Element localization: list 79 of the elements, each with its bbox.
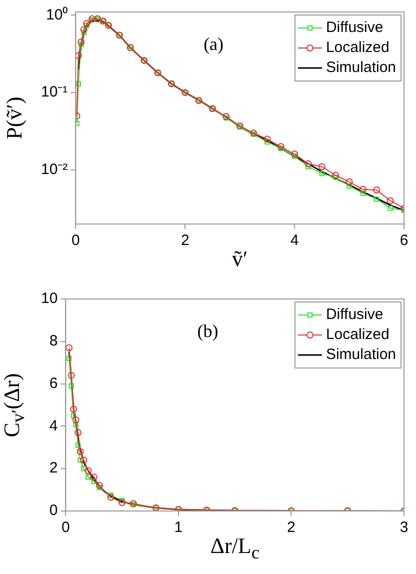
point bbox=[75, 442, 81, 448]
point bbox=[96, 482, 104, 490]
annotation: (b) bbox=[197, 321, 218, 342]
point bbox=[108, 492, 114, 498]
point bbox=[346, 183, 352, 189]
point bbox=[74, 429, 82, 436]
annotation: (a) bbox=[204, 34, 224, 55]
point bbox=[264, 136, 271, 143]
y-tick-label: 10⁻¹ bbox=[40, 84, 68, 101]
x-tick-label: 0 bbox=[72, 232, 80, 250]
y-tick-label: 0 bbox=[49, 502, 58, 520]
point bbox=[119, 498, 125, 504]
point bbox=[78, 38, 85, 46]
point bbox=[359, 186, 366, 193]
point bbox=[319, 170, 325, 176]
point bbox=[388, 206, 393, 211]
point bbox=[86, 474, 91, 480]
point bbox=[80, 26, 88, 34]
point bbox=[360, 190, 366, 196]
x-axis-title: ṽ′ bbox=[232, 246, 248, 272]
point bbox=[76, 81, 82, 86]
point bbox=[318, 163, 326, 170]
legend-label: Diffusive bbox=[326, 306, 384, 324]
y-tick-label: 4 bbox=[49, 417, 58, 434]
point bbox=[80, 456, 88, 464]
x-tick-label: 2 bbox=[180, 232, 190, 250]
x-tick-label: 3 bbox=[400, 519, 408, 536]
y-tick-label: 10 bbox=[40, 290, 58, 308]
legend-label: Localized bbox=[326, 326, 390, 344]
point bbox=[84, 22, 90, 28]
point bbox=[66, 356, 72, 361]
legend-label: Diffusive bbox=[326, 19, 384, 36]
y-tick-label: 10⁰ bbox=[46, 6, 68, 24]
point bbox=[373, 186, 380, 194]
y-tick-label: 8 bbox=[49, 332, 58, 350]
x-tick-label: 6 bbox=[400, 232, 408, 250]
point bbox=[84, 467, 92, 474]
y-tick-label: 10⁻² bbox=[40, 161, 68, 178]
point bbox=[96, 485, 102, 490]
point bbox=[76, 52, 82, 60]
point bbox=[76, 448, 84, 456]
point bbox=[332, 172, 340, 179]
point bbox=[277, 143, 284, 150]
point bbox=[81, 466, 86, 472]
point bbox=[291, 150, 298, 158]
point bbox=[278, 146, 284, 151]
y-tick-label: 6 bbox=[49, 374, 58, 392]
point bbox=[68, 372, 75, 379]
legend-label: Localized bbox=[326, 39, 390, 56]
point bbox=[68, 383, 74, 389]
point bbox=[118, 499, 126, 506]
point bbox=[78, 42, 84, 47]
point bbox=[78, 458, 83, 463]
point bbox=[70, 412, 76, 418]
point bbox=[66, 344, 73, 352]
x-tick-label: 4 bbox=[290, 232, 299, 250]
point bbox=[81, 30, 87, 35]
point bbox=[107, 494, 114, 501]
point bbox=[90, 474, 98, 481]
point bbox=[264, 139, 270, 145]
point bbox=[332, 174, 338, 180]
legend-label: Simulation bbox=[326, 346, 396, 364]
x-axis-title: Δr/L$_{c}$ bbox=[210, 533, 260, 564]
point bbox=[306, 164, 311, 170]
point bbox=[72, 416, 80, 424]
point bbox=[304, 160, 312, 168]
point bbox=[374, 196, 380, 202]
legend-label: Simulation bbox=[326, 59, 396, 76]
point bbox=[346, 178, 353, 186]
y-axis-title: P(ṽ′) bbox=[0, 96, 27, 140]
point bbox=[73, 421, 78, 427]
x-tick-label: 2 bbox=[287, 519, 296, 536]
y-tick-label: 2 bbox=[49, 460, 58, 477]
point bbox=[70, 406, 78, 413]
point bbox=[386, 197, 394, 204]
x-tick-label: 1 bbox=[174, 519, 183, 536]
point bbox=[292, 154, 298, 159]
point bbox=[83, 20, 90, 28]
point bbox=[91, 478, 96, 484]
